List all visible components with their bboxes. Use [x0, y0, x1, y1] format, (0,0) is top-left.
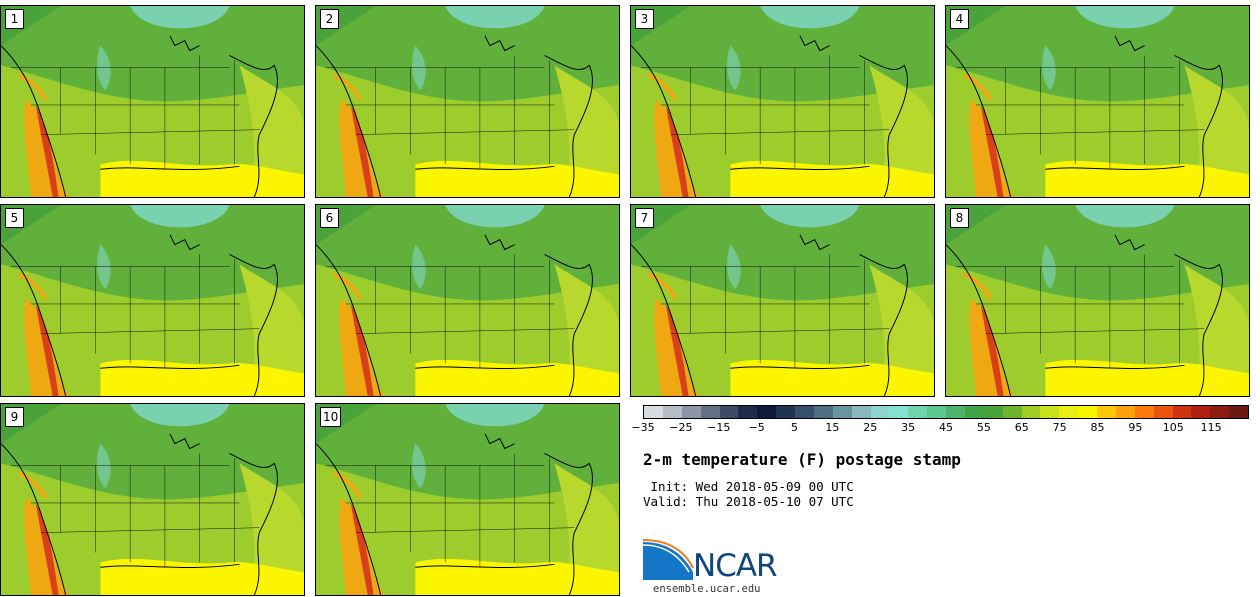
member-label: 4 [950, 9, 969, 29]
colorbar-tick-label: 75 [1052, 421, 1067, 434]
colorbar-swatch [1210, 406, 1230, 418]
colorbar-swatch [757, 406, 777, 418]
member-panel: 10 [315, 403, 620, 596]
colorbar-swatch [889, 406, 909, 418]
colorbar-tick-label: 95 [1128, 421, 1143, 434]
map-image [1, 404, 304, 595]
colorbar-swatch [662, 406, 682, 418]
member-label: 5 [5, 208, 24, 228]
colorbar-tick-label: −5 [748, 421, 765, 434]
member-panel: 3 [630, 5, 935, 198]
member-panel: 9 [0, 403, 305, 596]
map-image [1, 205, 304, 396]
colorbar-tick-label: 115 [1200, 421, 1222, 434]
logo-text: NCAR [693, 548, 778, 584]
member-panel: 6 [315, 204, 620, 397]
colorbar-tick-label: 65 [1014, 421, 1029, 434]
colorbar-swatch [719, 406, 739, 418]
member-label: 10 [320, 407, 342, 427]
colorbar-tick-label: 45 [939, 421, 953, 434]
member-panel: 2 [315, 5, 620, 198]
colorbar-tick-label: −15 [707, 421, 731, 434]
member-label: 7 [635, 208, 654, 228]
map-image [946, 6, 1249, 197]
member-label: 9 [5, 407, 24, 427]
colorbar-swatch [700, 406, 720, 418]
member-panel: 4 [945, 5, 1250, 198]
colorbar-swatch [644, 406, 663, 418]
colorbar-swatch [813, 406, 833, 418]
colorbar-tick-label: 25 [863, 421, 878, 434]
colorbar-swatch [1134, 406, 1154, 418]
member-panel: 5 [0, 204, 305, 397]
member-panel: 1 [0, 5, 305, 198]
colorbar-swatch [1153, 406, 1173, 418]
colorbar-swatch [1229, 406, 1248, 418]
figure-title: 2-m temperature (F) postage stamp [643, 450, 961, 469]
colorbar-swatch [870, 406, 890, 418]
colorbar-swatch [908, 406, 928, 418]
map-image [631, 205, 934, 396]
member-label: 2 [320, 9, 339, 29]
colorbar-swatch [776, 406, 795, 418]
colorbar-swatch [1191, 406, 1211, 418]
colorbar-swatch [832, 406, 852, 418]
colorbar-swatch [1115, 406, 1135, 418]
map-image [316, 6, 619, 197]
ncar-logo-icon [643, 539, 694, 580]
colorbar-tick-label: 55 [976, 421, 991, 434]
colorbar-swatch [1002, 406, 1022, 418]
member-label: 6 [320, 208, 339, 228]
member-label: 1 [5, 9, 24, 29]
map-image [946, 205, 1249, 396]
colorbar-swatch [851, 406, 871, 418]
colorbar-swatch [946, 406, 965, 418]
colorbar-swatch [1021, 406, 1041, 418]
colorbar-swatch [983, 406, 1003, 418]
colorbar-tick-label: −35 [631, 421, 655, 434]
map-image [1, 6, 304, 197]
colorbar-swatch [1059, 406, 1079, 418]
colorbar-tick-label: 105 [1162, 421, 1184, 434]
map-image [631, 6, 934, 197]
colorbar-tick-label: 35 [901, 421, 916, 434]
colorbar-swatch [795, 406, 814, 418]
colorbar-tick-label: 85 [1090, 421, 1105, 434]
member-panel: 8 [945, 204, 1250, 397]
colorbar-tick-label: 15 [825, 421, 840, 434]
colorbar-swatch [1040, 406, 1060, 418]
member-panel: 7 [630, 204, 935, 397]
member-label: 3 [635, 9, 654, 29]
colorbar [643, 405, 1249, 419]
member-label: 8 [950, 208, 969, 228]
map-image [316, 205, 619, 396]
colorbar-swatch [927, 406, 946, 418]
colorbar-tick-label: −25 [669, 421, 693, 434]
logo-url: ensemble.ucar.edu [653, 583, 761, 595]
colorbar-ticks: −35 −25 −15 −5 5 15 25 35 45 55 65 75 85 95 105 115 [631, 421, 1249, 441]
map-image [316, 404, 619, 595]
init-time: Init: Wed 2018-05-09 00 UTC [643, 479, 854, 494]
colorbar-swatch [1172, 406, 1192, 418]
colorbar-swatch [681, 406, 701, 418]
colorbar-tick-label: 5 [791, 421, 798, 434]
colorbar-swatch [1078, 406, 1097, 418]
colorbar-swatch [738, 406, 758, 418]
valid-time: Valid: Thu 2018-05-10 07 UTC [643, 494, 854, 509]
colorbar-swatch [1097, 406, 1116, 418]
colorbar-swatch [964, 406, 984, 418]
